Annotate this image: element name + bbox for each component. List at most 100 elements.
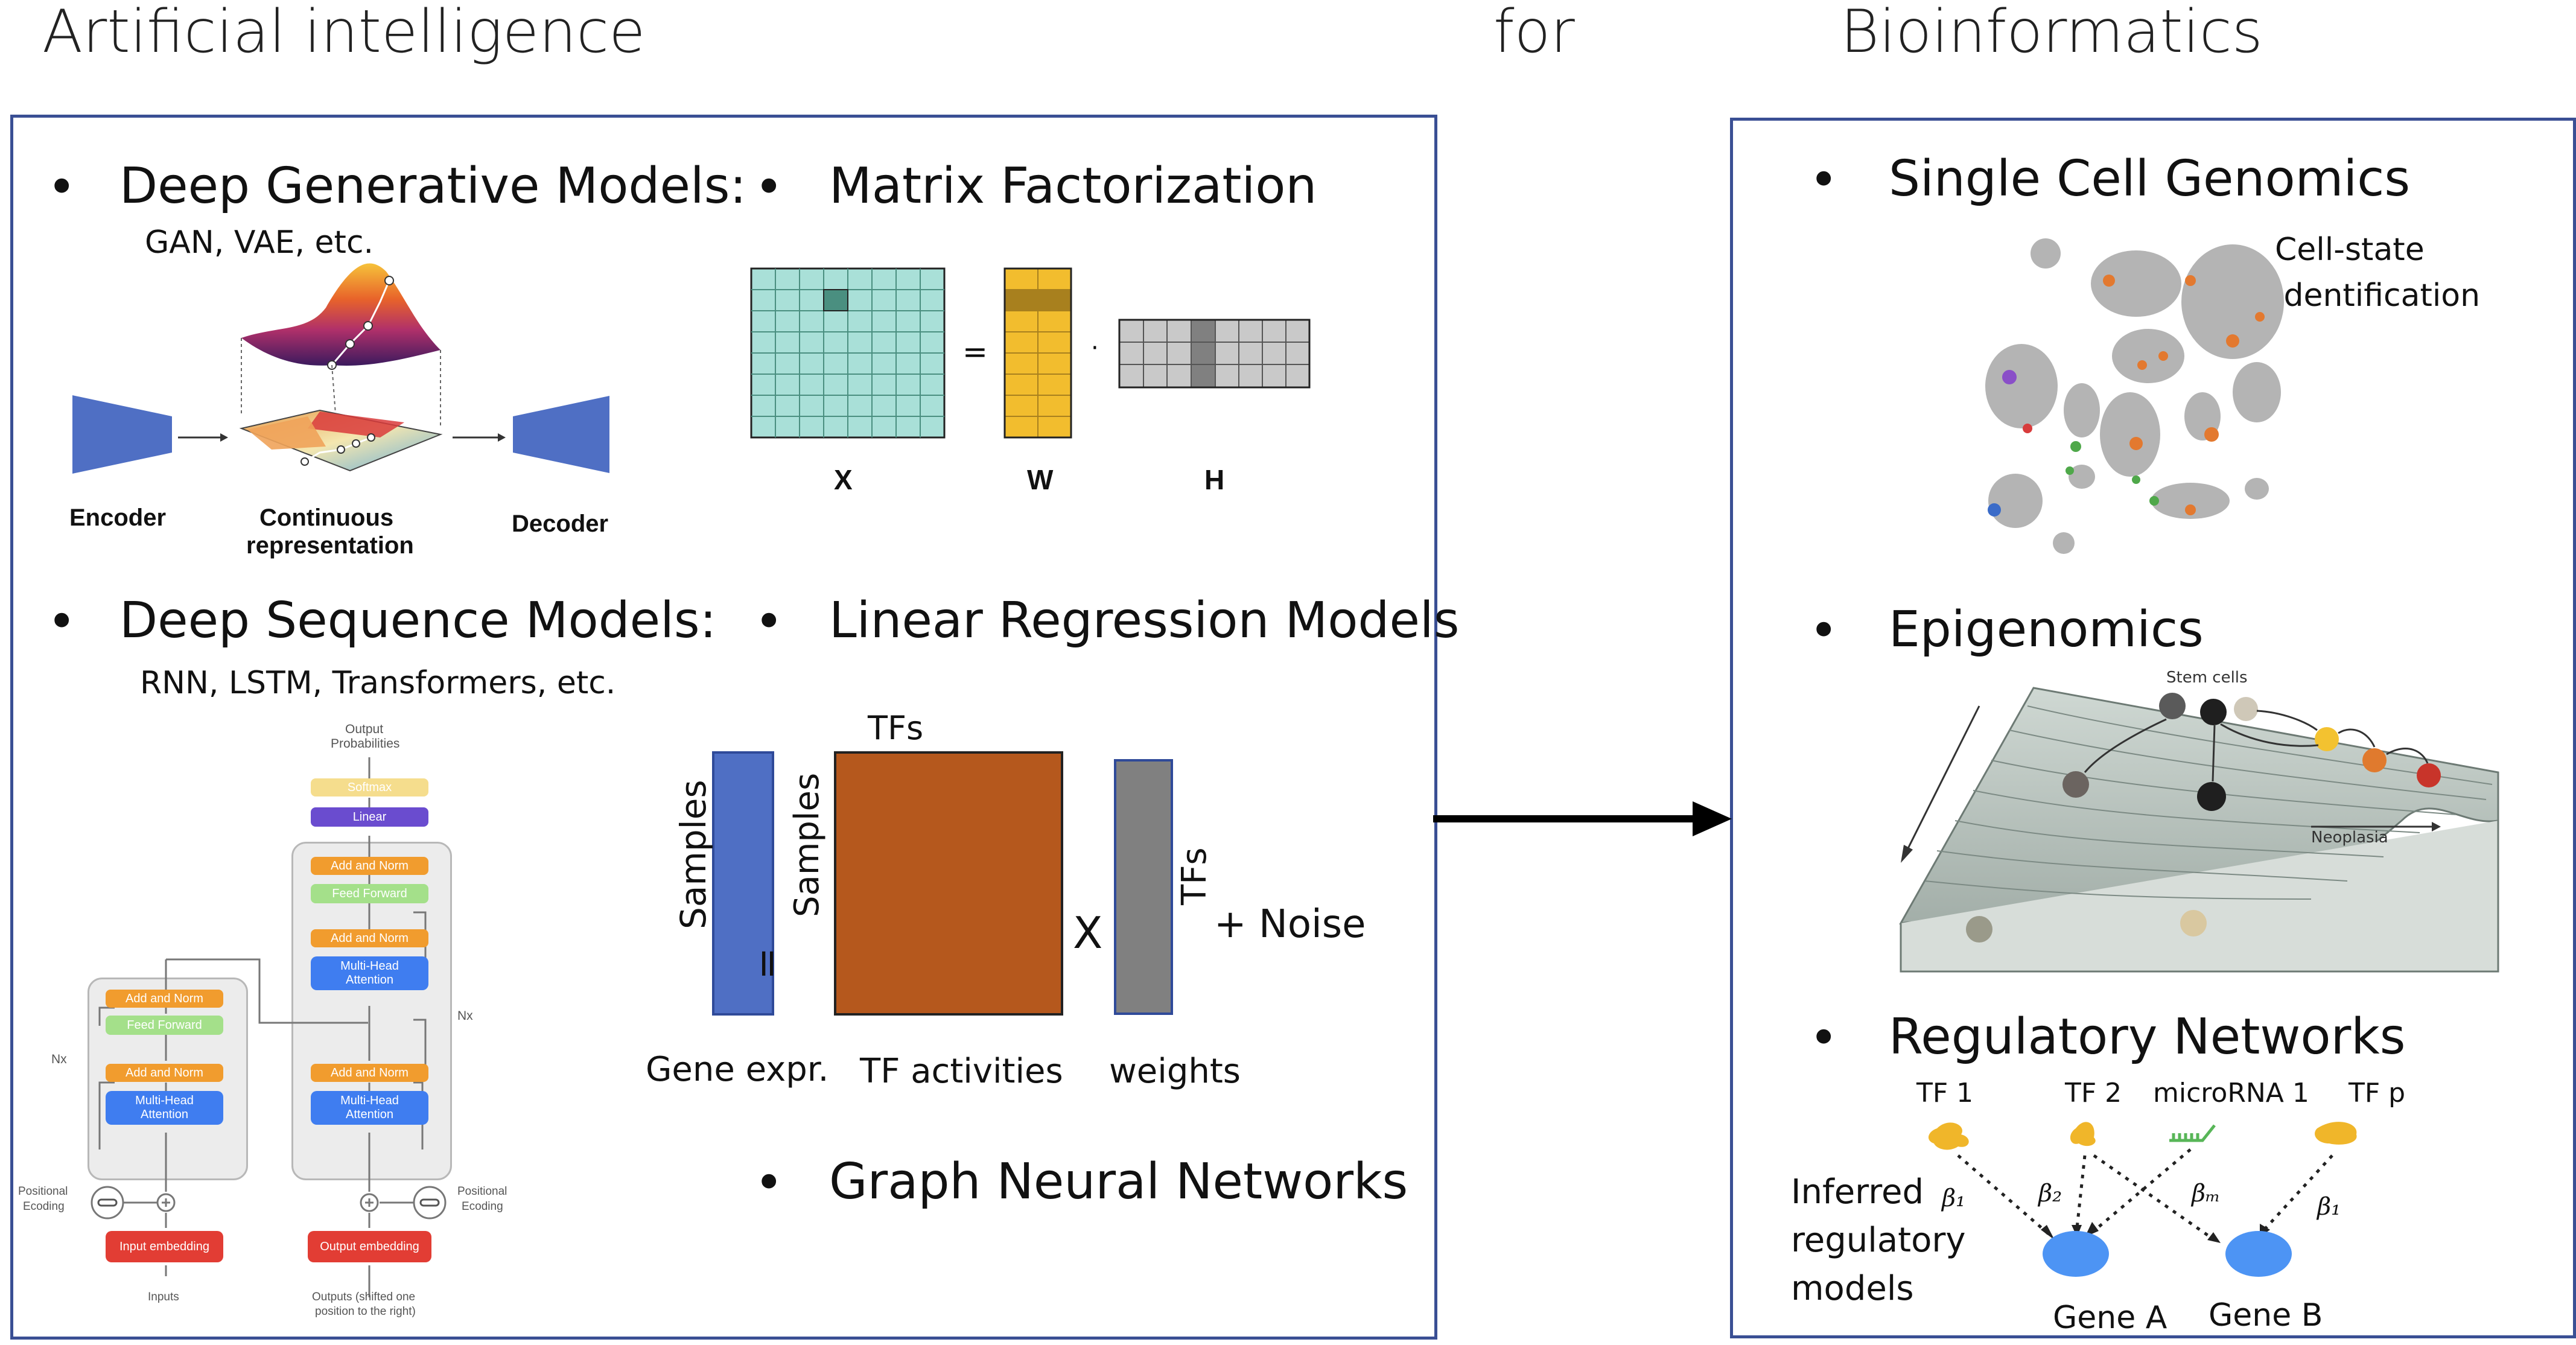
gene-b-label: Gene B [2209, 1297, 2323, 1334]
tf1-shape [1928, 1122, 1969, 1150]
dec-mha-2-line2: Attention [346, 973, 393, 987]
mf-title: Matrix Factorization [829, 157, 1317, 215]
continuous-label: Continuous [259, 504, 394, 531]
dsm-subtitle: RNN, LSTM, Transformers, etc. [140, 665, 616, 701]
stem-cells-label: Stem cells [2166, 669, 2248, 687]
lrm-samples-mid: Samples [787, 772, 827, 917]
inferred-line-3: models [1791, 1269, 1914, 1308]
dec-add-norm-1: Add and Norm [311, 1064, 428, 1082]
header-for: for [1493, 0, 1575, 66]
neoplasia-label: Neoplasia [2311, 828, 2388, 847]
gene-b-node [2225, 1231, 2292, 1277]
softmax-box: Softmax [311, 778, 428, 797]
mirna-label: microRNA 1 [2153, 1078, 2309, 1108]
gene-a-label: Gene A [2053, 1300, 2167, 1336]
enc-mha-line2: Attention [141, 1108, 188, 1121]
tf2-shape [2070, 1122, 2096, 1146]
lrm-times: X [1073, 908, 1103, 958]
enc-nx-label: Nx [51, 1052, 67, 1066]
generative-surface [241, 263, 440, 366]
linear-box: Linear [311, 807, 428, 827]
decoder-label: Decoder [512, 510, 609, 537]
pos-enc-right-1: Positional [457, 1185, 507, 1198]
enc-add-norm-1: Add and Norm [106, 1064, 223, 1082]
lrm-samples-left: Samples [673, 780, 714, 929]
mirna-shape [2169, 1124, 2216, 1142]
scg-note-2: identification [2275, 278, 2481, 314]
lrm-gene-expr: Gene expr. [646, 1050, 829, 1089]
inferred-line-2: regulatory [1791, 1221, 1966, 1260]
bullet-lrm: • [754, 593, 784, 650]
beta-2-label: β₂ [2038, 1180, 2062, 1207]
tfp-shape [2315, 1122, 2357, 1145]
lrm-gene-expr-bar [712, 751, 774, 1016]
bullet-gnn: • [754, 1154, 784, 1212]
enc-mha: Multi-Head Attention [106, 1091, 223, 1125]
reg-title: Regulatory Networks [1889, 1008, 2406, 1066]
epi-title: Epigenomics [1889, 601, 2204, 658]
dec-mha-2: Multi-Head Attention [311, 956, 428, 990]
mf-dot: · [1091, 334, 1099, 362]
vae-figure [72, 263, 609, 474]
outputs-label-2: position to the right) [315, 1305, 416, 1318]
output-probabilities-2: Probabilities [331, 737, 400, 751]
gnn-title: Graph Neural Networks [829, 1153, 1408, 1210]
dec-add-norm-2: Add and Norm [311, 929, 428, 947]
dec-add-norm-3: Add and Norm [311, 857, 428, 875]
regulatory-network [1928, 1122, 2357, 1277]
tf1-label: TF 1 [1916, 1078, 1974, 1108]
waddington-landscape [1899, 687, 2499, 973]
output-embedding-box: Output embedding [308, 1231, 431, 1262]
lrm-title: Linear Regression Models [829, 592, 1460, 649]
dec-mha-1-line2: Attention [346, 1108, 393, 1121]
lrm-weights-bar [1114, 759, 1173, 1015]
mf-label-x: X [834, 464, 853, 495]
input-embedding-box: Input embedding [106, 1231, 223, 1262]
mf-equals: = [962, 334, 988, 369]
enc-feed-forward: Feed Forward [106, 1016, 223, 1035]
header-ai: Artificial intelligence [42, 0, 646, 66]
mf-figure: = · [750, 267, 1311, 439]
beta-1-label: β₁ [1942, 1184, 1966, 1212]
lrm-weights: weights [1109, 1052, 1241, 1091]
lrm-equals: = [746, 947, 790, 980]
lrm-tf-activities: TF activities [860, 1052, 1063, 1091]
ai-panel-frame [10, 115, 1437, 1340]
inputs-label: Inputs [148, 1291, 179, 1303]
scg-note-1: Cell-state [2275, 232, 2425, 268]
enc-mha-line1: Multi-Head [135, 1094, 194, 1107]
beta-m-label: βₘ [2192, 1180, 2221, 1207]
dec-feed-forward: Feed Forward [311, 884, 428, 903]
gene-a-node [2043, 1231, 2109, 1277]
transformer-connectors [91, 757, 447, 1297]
bio-panel-frame [1730, 118, 2576, 1338]
encoder-label: Encoder [69, 504, 167, 531]
enc-add-norm-2: Add and Norm [106, 990, 223, 1008]
bullet-reg: • [1809, 1010, 1839, 1067]
dec-mha-2-line1: Multi-Head [340, 959, 399, 973]
beta-1b-label: β₁ [2317, 1193, 2341, 1221]
dec-mha-1-line1: Multi-Head [340, 1094, 399, 1107]
main-arrow [1433, 801, 1732, 836]
pos-enc-left-2: Ecoding [23, 1200, 65, 1213]
dec-nx-label: Nx [457, 1009, 473, 1023]
scg-title: Single Cell Genomics [1889, 150, 2411, 208]
header-bioinformatics: Bioinformatics [1840, 0, 2263, 66]
bullet-scg: • [1809, 151, 1839, 209]
pos-enc-right-2: Ecoding [462, 1200, 503, 1213]
output-probabilities-1: Output [345, 722, 384, 736]
outputs-label-1: Outputs (shifted one [312, 1291, 416, 1303]
dgm-title: Deep Generative Models: [119, 157, 747, 215]
bullet-mf: • [754, 159, 784, 216]
single-cell-umap [1985, 238, 2284, 554]
lrm-tfs-side: TFs [1175, 847, 1214, 905]
lrm-noise: + Noise [1214, 902, 1366, 947]
bullet-dsm: • [47, 593, 77, 650]
lrm-tf-activities-matrix [834, 751, 1063, 1016]
tfp-label: TF p [2349, 1078, 2406, 1108]
dgm-subtitle: GAN, VAE, etc. [145, 224, 374, 261]
representation-label: representation [246, 532, 414, 559]
bullet-dgm: • [47, 159, 77, 216]
inferred-line-1: Inferred [1791, 1172, 1924, 1212]
mf-label-h: H [1204, 464, 1225, 495]
